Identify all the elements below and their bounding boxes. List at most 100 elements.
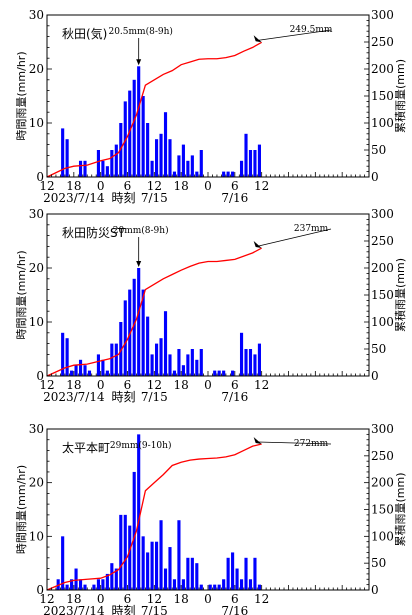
x-tick-label: 6: [124, 378, 132, 392]
rain-bar: [123, 300, 127, 376]
x-tick-label: 6: [124, 592, 132, 606]
rain-bar: [105, 573, 109, 590]
rain-bar: [132, 278, 136, 376]
x-tick-label: 0: [97, 179, 105, 193]
date-label: 2023/7/14: [43, 390, 105, 404]
date-label: 7/15: [141, 390, 168, 404]
date-label: 2023/7/14: [43, 604, 105, 615]
rain-bar: [213, 584, 217, 590]
y-tick-label: 30: [29, 207, 44, 221]
x-tick-label: 18: [66, 179, 81, 193]
rain-bar: [74, 568, 78, 590]
y-tick-label: 10: [29, 315, 44, 329]
date-label: 7/15: [141, 191, 168, 205]
y-axis-title: 時間雨量(mm/hr): [15, 465, 28, 554]
x-tick-label: 12: [39, 378, 54, 392]
hourly-rain-bars: [61, 268, 261, 376]
total-arrow-head: [253, 241, 262, 249]
rain-bar: [186, 557, 190, 590]
rain-bar: [61, 536, 65, 590]
rain-bar: [239, 579, 244, 590]
y-tick-label: 0: [36, 369, 44, 383]
rain-bar: [163, 112, 168, 177]
rain-bar: [83, 365, 87, 376]
rain-bar: [141, 536, 145, 590]
rain-bar: [168, 354, 172, 376]
cumulative-rain-line: [46, 247, 262, 377]
rain-bar: [222, 370, 226, 376]
rain-bar: [159, 338, 163, 376]
rain-bar: [239, 332, 244, 376]
rain-bar: [172, 171, 177, 177]
rain-bar: [177, 349, 181, 376]
rain-bar: [128, 525, 132, 590]
rain-bar: [190, 155, 194, 177]
rain-bar: [163, 568, 168, 590]
x-tick-label: 6: [231, 592, 239, 606]
x-tick-label: 12: [147, 592, 162, 606]
rain-bar: [248, 579, 253, 590]
rain-bar: [128, 90, 132, 177]
rain-bar: [163, 311, 168, 376]
y2-tick-label: 250: [371, 449, 394, 463]
peak-annotation: 29mm(9-10h): [110, 440, 172, 451]
y-tick-label: 30: [29, 8, 44, 22]
rain-bar: [132, 471, 136, 590]
rain-bar: [248, 349, 253, 376]
rain-bar: [74, 365, 78, 376]
rain-bar: [186, 160, 190, 177]
rain-bar: [119, 514, 123, 590]
y2-tick-label: 200: [371, 261, 394, 275]
rain-bar: [146, 123, 150, 177]
y2-tick-label: 250: [371, 35, 394, 49]
rain-bar: [92, 584, 96, 590]
rain-bar: [253, 354, 257, 376]
x-tick-label: 0: [204, 378, 212, 392]
rain-bar: [231, 171, 235, 177]
rain-bar: [257, 144, 261, 177]
y2-tick-label: 150: [371, 503, 394, 517]
rain-bar: [226, 557, 230, 590]
peak-annotation: 20mm(8-9h): [113, 225, 169, 236]
y-tick-label: 0: [36, 583, 44, 597]
rain-bar: [226, 171, 230, 177]
rain-bar: [65, 338, 69, 376]
rain-bar: [190, 349, 194, 376]
rain-bar: [96, 579, 100, 590]
date-label: 7/16: [221, 390, 248, 404]
x-tick-label: 18: [174, 378, 189, 392]
rain-bar: [208, 584, 212, 590]
rain-bar: [199, 349, 203, 376]
rain-bar: [123, 101, 127, 177]
total-arrow-head: [253, 35, 262, 43]
total-annotation: 249.5mm: [290, 25, 333, 35]
rain-bar: [253, 557, 257, 590]
rain-bar: [65, 584, 69, 590]
x-tick-label: 18: [174, 592, 189, 606]
station-title: 秋田(気): [62, 26, 107, 41]
y2-tick-label: 150: [371, 288, 394, 302]
hourly-rain-bars: [61, 66, 261, 177]
rain-bar: [70, 579, 74, 590]
rain-bar: [150, 354, 154, 376]
y2-tick-label: 200: [371, 62, 394, 76]
station-title: 太平本町: [62, 440, 110, 455]
total-arrow-head: [253, 437, 262, 445]
rain-bar: [101, 359, 105, 376]
total-annotation: 272mm: [294, 439, 329, 449]
rain-bar: [195, 563, 199, 590]
rain-bar: [195, 359, 199, 376]
rain-bar: [110, 343, 114, 376]
rain-bar: [159, 520, 163, 590]
x-tick-label: 0: [97, 378, 105, 392]
y-axis-title: 時間雨量(mm/hr): [15, 51, 28, 140]
y2-tick-label: 300: [371, 422, 394, 436]
rain-bar: [110, 150, 114, 177]
x-tick-label: 12: [254, 179, 269, 193]
rain-bar: [146, 316, 150, 376]
y-tick-label: 10: [29, 116, 44, 130]
rain-bar: [141, 96, 145, 177]
x-tick-label: 12: [254, 378, 269, 392]
y2-tick-label: 150: [371, 89, 394, 103]
